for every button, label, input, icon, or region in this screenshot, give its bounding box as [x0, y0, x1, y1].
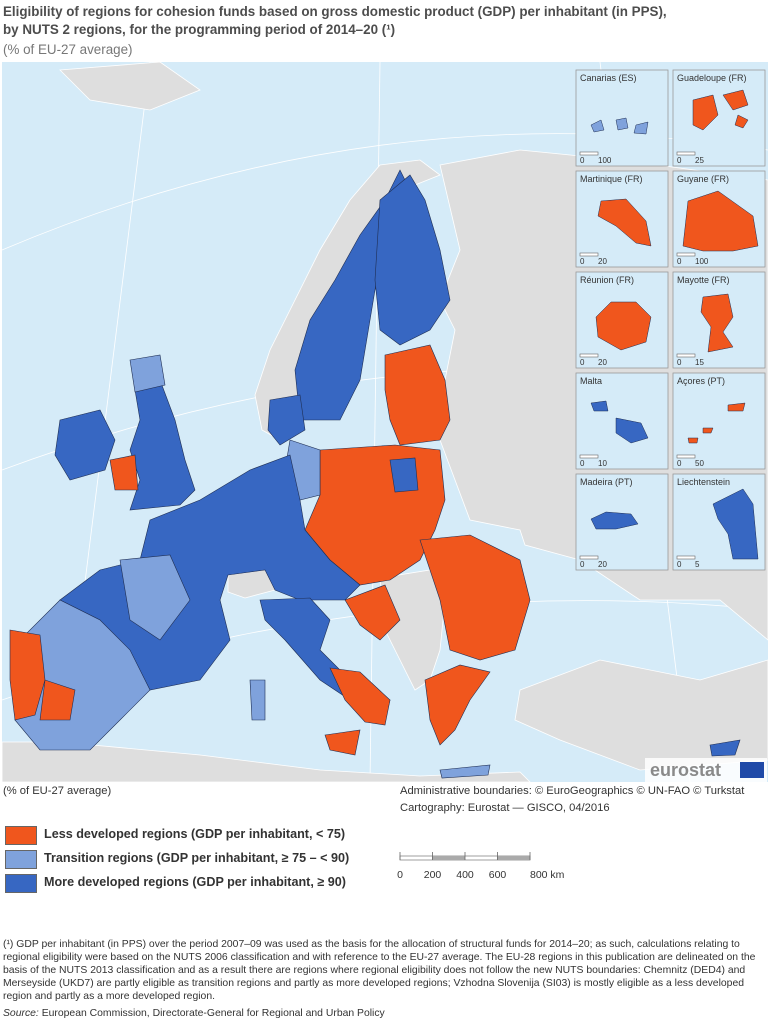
legend-title: (% of EU-27 average) — [3, 785, 112, 797]
inset: Malta 0 10 — [575, 372, 669, 470]
inset: Açores (PT) 0 50 — [672, 372, 766, 470]
scale-label: 400 — [456, 869, 474, 881]
inset-scale-bar — [676, 151, 696, 156]
inset-region — [633, 121, 649, 135]
inset-scale-label: 20 — [598, 257, 607, 266]
scale-label: 600 — [489, 869, 507, 881]
inset-name: Malta — [580, 376, 602, 386]
inset-region — [590, 511, 639, 530]
inset-name: Guadeloupe (FR) — [677, 73, 747, 83]
inset-scale-bar — [676, 555, 696, 560]
regions — [9, 169, 741, 779]
inset-frame — [575, 69, 669, 167]
inset-name: Canarias (ES) — [580, 73, 637, 83]
inset-scale-label: 0 — [677, 560, 682, 569]
inset-region — [597, 198, 652, 247]
inset-scale-label: 20 — [598, 560, 607, 569]
inset-scale-label: 10 — [598, 459, 607, 468]
legend-swatch — [5, 850, 37, 869]
inset: Canarias (ES) 0 100 — [575, 69, 669, 167]
inset: Guyane (FR) 0 100 — [672, 170, 766, 268]
inset-scale-label: 0 — [580, 156, 585, 165]
inset-region — [590, 400, 609, 412]
inset-scale-label: 20 — [598, 358, 607, 367]
inset-scale-bar — [676, 252, 696, 257]
scale-label: 0 — [397, 869, 403, 881]
logo: eurostat — [645, 758, 767, 782]
inset-scale-bar — [579, 454, 599, 459]
scale-label: 800 km — [530, 869, 565, 881]
inset-region — [595, 301, 652, 351]
inset-region — [682, 190, 759, 252]
inset-scale-label: 0 — [677, 358, 682, 367]
inset-scale-label: 50 — [695, 459, 704, 468]
inset-region — [590, 119, 605, 133]
inset: Guadeloupe (FR) 0 25 — [672, 69, 766, 167]
inset-region — [615, 417, 649, 444]
scale-label: 200 — [424, 869, 442, 881]
inset-scale-bar — [579, 252, 599, 257]
logo-text: eurostat — [650, 760, 721, 780]
inset-region — [722, 89, 749, 111]
inset-scale-bar — [579, 555, 599, 560]
inset: Madeira (PT) 0 20 — [575, 473, 669, 571]
inset-name: Madeira (PT) — [580, 477, 633, 487]
legend-label: Less developed regions (GDP per inhabita… — [44, 827, 346, 841]
inset-frame — [672, 69, 766, 167]
credit: Cartography: Eurostat — GISCO, 04/2016 — [400, 802, 610, 814]
inset-scale-bar — [676, 353, 696, 358]
inset-name: Açores (PT) — [677, 376, 725, 386]
inset-scale-label: 0 — [580, 560, 585, 569]
inset-scale-label: 100 — [695, 257, 709, 266]
scale-bar: 0 200 400 600 800 km — [397, 852, 565, 881]
title-line: Eligibility of regions for cohesion fund… — [3, 4, 667, 19]
inset-scale-label: 0 — [677, 257, 682, 266]
inset-name: Réunion (FR) — [580, 275, 634, 285]
inset-scale-label: 0 — [580, 358, 585, 367]
inset: Réunion (FR) 0 20 — [575, 271, 669, 369]
inset-region — [734, 114, 749, 129]
source-text: European Commission, Directorate-General… — [41, 1008, 385, 1019]
inset-frame — [575, 473, 669, 571]
legend-label: Transition regions (GDP per inhabitant, … — [44, 851, 350, 865]
inset-region — [712, 488, 759, 560]
inset-scale-label: 100 — [598, 156, 612, 165]
inset-scale-bar — [579, 151, 599, 156]
legend-swatch — [5, 874, 37, 893]
inset-name: Mayotte (FR) — [677, 275, 730, 285]
source-label: Source: — [3, 1008, 39, 1019]
inset: Mayotte (FR) 0 15 — [672, 271, 766, 369]
inset-scale-label: 25 — [695, 156, 704, 165]
legend-swatch — [5, 826, 37, 845]
inset-region — [727, 402, 746, 412]
inset-scale-label: 15 — [695, 358, 704, 367]
inset-scale-label: 0 — [580, 459, 585, 468]
inset-scale-bar — [579, 353, 599, 358]
footnote: (¹) GDP per inhabitant (in PPS) over the… — [3, 939, 756, 1002]
inset-region — [692, 94, 719, 131]
inset-frame — [672, 372, 766, 470]
inset-scale-label: 0 — [677, 459, 682, 468]
inset-region — [687, 437, 699, 444]
inset: Liechtenstein 0 5 — [672, 473, 766, 571]
source: Source: European Commission, Directorate… — [3, 1008, 385, 1019]
inset-name: Martinique (FR) — [580, 174, 643, 184]
inset-region — [700, 293, 734, 353]
credit: Administrative boundaries: © EuroGeograp… — [400, 785, 745, 797]
inset-name: Guyane (FR) — [677, 174, 729, 184]
inset-scale-bar — [676, 454, 696, 459]
inset-name: Liechtenstein — [677, 477, 730, 487]
inset-region — [702, 427, 714, 434]
inset-scale-label: 0 — [580, 257, 585, 266]
inset-scale-label: 0 — [677, 156, 682, 165]
inset-scale-label: 5 — [695, 560, 700, 569]
legend-label: More developed regions (GDP per inhabita… — [44, 875, 346, 889]
inset: Martinique (FR) 0 20 — [575, 170, 669, 268]
subtitle: (% of EU-27 average) — [3, 42, 133, 57]
inset-region — [615, 117, 629, 131]
title-line: by NUTS 2 regions, for the programming p… — [3, 22, 396, 37]
